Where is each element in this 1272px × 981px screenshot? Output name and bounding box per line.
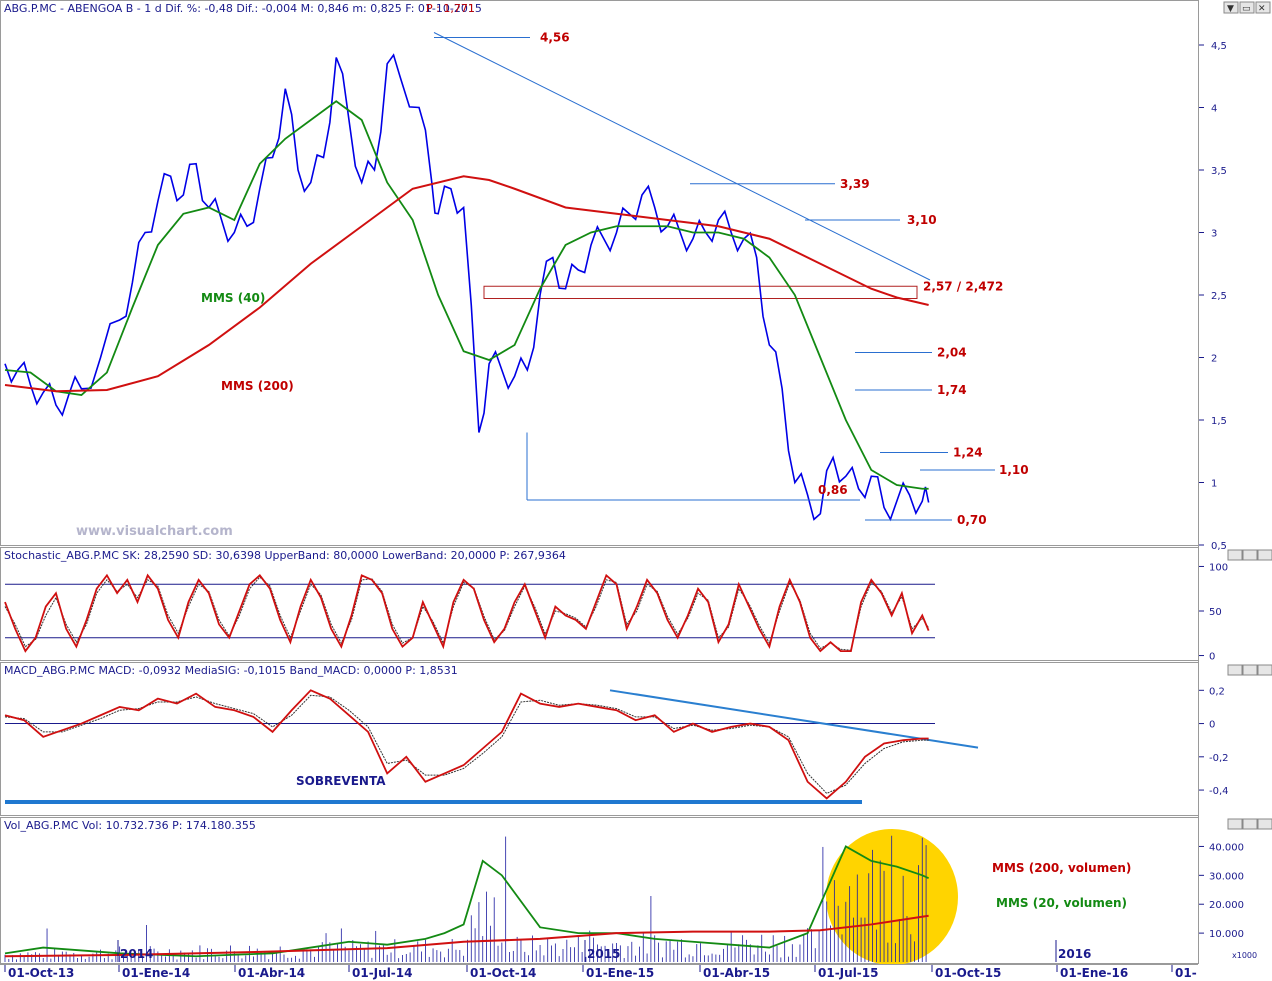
mms200-series xyxy=(4,175,929,393)
level-label: 3,10 xyxy=(907,213,937,227)
level-label: 1,24 xyxy=(953,446,983,460)
vol-y-tick-label: 20.000 xyxy=(1209,900,1244,911)
price-series xyxy=(4,53,930,522)
volume-panel: 40.000 30.000 20.000 10.000 xyxy=(4,829,1244,965)
level-label: 4,56 xyxy=(540,31,570,45)
vol-mms200-series xyxy=(4,914,929,958)
stochastic-maximize-button[interactable] xyxy=(1242,549,1258,561)
macd-series xyxy=(4,689,929,800)
price-y-tick-label: 4 xyxy=(1211,104,1217,115)
macd-close-button[interactable] xyxy=(1257,664,1272,676)
price-y-tick-label: 2 xyxy=(1211,354,1217,365)
stoch-y-tick-label: 0 xyxy=(1209,652,1215,663)
stoch-y-tick-label: 100 xyxy=(1209,562,1228,573)
macd-header: MACD_ABG.P.MC MACD: -0,0932 MediaSIG: -0… xyxy=(4,664,458,677)
level-label: 0,70 xyxy=(957,513,987,527)
level-label: 3,39 xyxy=(840,177,870,191)
x-tick-label: 01- xyxy=(1175,966,1197,980)
vol-y-tick-label: 40.000 xyxy=(1209,842,1244,853)
volume-close-button[interactable] xyxy=(1257,818,1272,830)
year-label: 2014 xyxy=(120,947,153,961)
maximize-button[interactable]: ▭ xyxy=(1239,1,1255,14)
level-label: 1,10 xyxy=(999,463,1029,477)
price-y-tick-label: 1 xyxy=(1211,479,1217,490)
price-y-tick-label: 4,5 xyxy=(1211,41,1227,52)
stoch-sk-series xyxy=(4,573,930,653)
x-tick-label: 01-Oct-15 xyxy=(935,966,1001,980)
macd-y-tick-label: 0 xyxy=(1209,720,1215,731)
vol-y-tick-label: 30.000 xyxy=(1209,871,1244,882)
price-y-tick-label: 2,5 xyxy=(1211,291,1227,302)
macd-maximize-button[interactable] xyxy=(1242,664,1258,676)
volume-scale-note: x1000 xyxy=(1232,951,1257,960)
year-label: 2015 xyxy=(587,947,620,961)
close-icon: ✕ xyxy=(1258,4,1266,14)
x-tick-label: 01-Jul-14 xyxy=(352,966,412,980)
macd-panel: 0,2 0 -0,2 -0,4 xyxy=(4,686,1229,804)
window-controls: ▼ ▭ ✕ xyxy=(1223,1,1272,830)
resistance-trendline xyxy=(433,32,931,281)
stochastic-panel: 100 50 0 xyxy=(4,562,1228,663)
volume-maximize-button[interactable] xyxy=(1242,818,1258,830)
stochastic-close-button[interactable] xyxy=(1257,549,1272,561)
x-tick-label: 01-Abr-15 xyxy=(703,966,770,980)
x-tick-label: 01-Ene-15 xyxy=(586,966,654,980)
mms40-label: MMS (40) xyxy=(201,291,265,305)
macd-y-tick-label: -0,2 xyxy=(1209,753,1229,764)
volume-mms200-label: MMS (200, volumen) xyxy=(992,861,1131,875)
price-y-tick-label: 3 xyxy=(1211,229,1217,240)
x-tick-label: 01-Oct-14 xyxy=(470,966,536,980)
support-zone-box xyxy=(483,285,918,299)
minimize-icon: ▼ xyxy=(1227,4,1234,14)
volume-header: Vol_ABG.P.MC Vol: 10.732.736 P: 174.180.… xyxy=(4,819,256,832)
stochastic-minimize-button[interactable] xyxy=(1227,549,1243,561)
x-tick-label: 01-Ene-14 xyxy=(122,966,190,980)
macd-signal-series xyxy=(4,694,929,794)
x-tick-label: 01-Abr-14 xyxy=(238,966,305,980)
price-panel: 4,5 4 3,5 3 2,5 2 1,5 1 0,5 4,56 3,39 3,10 2,57 / 2,… xyxy=(4,31,1227,552)
x-tick-label: 01-Jul-15 xyxy=(818,966,878,980)
vol-y-tick-label: 10.000 xyxy=(1209,929,1244,940)
macd-y-tick-label: -0,4 xyxy=(1209,786,1229,797)
maximize-icon: ▭ xyxy=(1242,4,1251,14)
volume-minimize-button[interactable] xyxy=(1227,818,1243,830)
mms40-series xyxy=(4,100,929,490)
stochastic-header: Stochastic_ABG.P.MC SK: 28,2590 SD: 30,6… xyxy=(4,549,566,562)
panel-frames xyxy=(0,0,1199,964)
mms200-label: MMS (200) xyxy=(221,379,294,393)
level-label: 2,04 xyxy=(937,346,967,360)
price-y-tick-label: 1,5 xyxy=(1211,416,1227,427)
x-tick-label: 01-Ene-16 xyxy=(1060,966,1128,980)
price-y-tick-label: 0,5 xyxy=(1211,541,1227,552)
vol-mms20-series xyxy=(4,845,930,958)
price-panel-header: ABG.P.MC - ABENGOA B - 1 d Dif. %: -0,48… xyxy=(4,2,482,15)
macd-y-tick-label: 0,2 xyxy=(1209,686,1225,697)
price-readout: P : 1,771 xyxy=(426,2,475,15)
x-tick-label: 01-Oct-13 xyxy=(8,966,74,980)
minimize-button[interactable]: ▼ xyxy=(1223,1,1239,14)
price-y-tick-label: 3,5 xyxy=(1211,166,1227,177)
volume-mms20-label: MMS (20, volumen) xyxy=(996,896,1127,910)
x-axis: 01-Oct-13 01-Ene-14 01-Abr-14 01-Jul-14 01-O… xyxy=(0,940,1198,980)
level-label: 1,74 xyxy=(937,383,967,397)
sobreventa-label: SOBREVENTA xyxy=(296,774,386,788)
close-button[interactable]: ✕ xyxy=(1255,1,1271,14)
macd-minimize-button[interactable] xyxy=(1227,664,1243,676)
year-label: 2016 xyxy=(1058,947,1091,961)
stoch-y-tick-label: 50 xyxy=(1209,607,1222,618)
level-label: 2,57 / 2,472 xyxy=(923,279,1003,293)
window-title: ABG.P.MC - ABENGOA B - 1 d Dif. %: -0,48… xyxy=(4,2,482,15)
watermark: www.visualchart.com xyxy=(76,524,233,539)
level-label: 0,86 xyxy=(818,483,848,497)
